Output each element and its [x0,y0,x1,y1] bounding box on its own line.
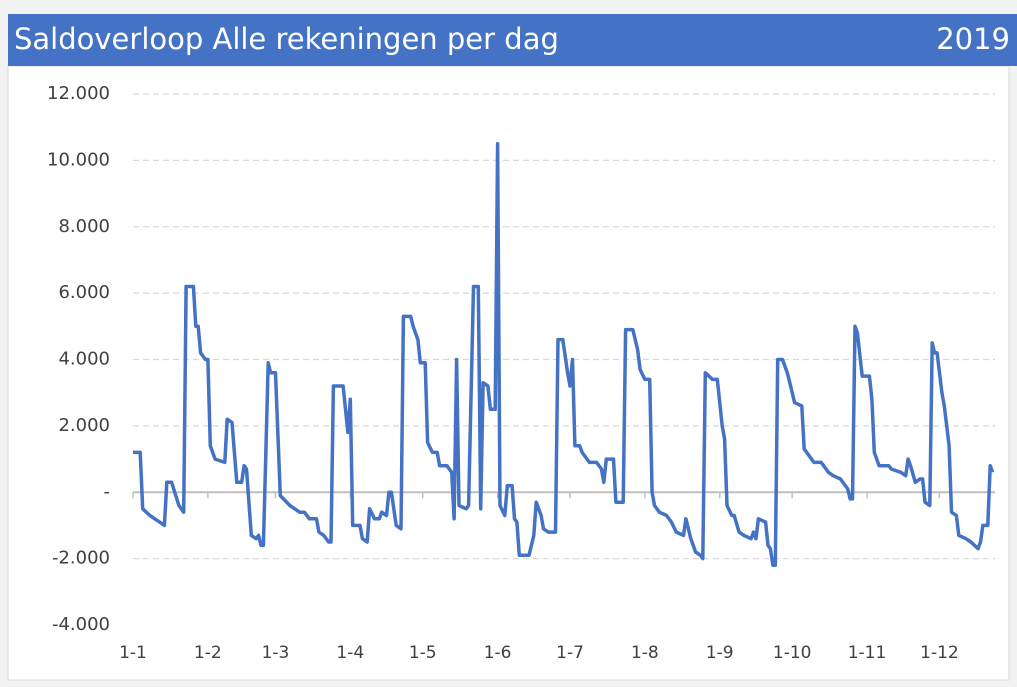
x-tick-label: 1-3 [262,643,290,663]
x-tick-label: 1-7 [556,643,584,663]
balance-line [133,142,995,568]
y-tick-label: 12.000 [47,83,110,104]
y-tick-label: -4.000 [52,614,110,635]
chart-title: Saldoverloop Alle rekeningen per dag [14,22,559,56]
y-tick-label: 8.000 [58,216,110,237]
x-tick-label: 1-8 [631,643,659,663]
x-tick-label: 1-5 [409,643,437,663]
y-tick-label: - [104,481,111,502]
x-tick-label: 1-4 [336,643,364,663]
y-tick-label: 4.000 [58,349,110,370]
plot-panel [7,65,1010,681]
header-bar [8,14,1017,66]
y-tick-label: 2.000 [58,415,110,436]
x-tick-label: 1-9 [706,643,734,663]
header-year: 2019 [936,22,1010,56]
y-tick-label: 10.000 [47,149,110,170]
x-tick-label: 1-11 [848,643,887,663]
x-tick-label: 1-6 [484,643,512,663]
x-tick-label: 1-12 [920,643,959,663]
x-tick-label: 1-10 [773,643,812,663]
x-tick-label: 1-2 [194,643,222,663]
y-tick-label: -2.000 [52,548,110,569]
x-tick-label: 1-1 [119,643,147,663]
y-tick-label: 6.000 [58,282,110,303]
